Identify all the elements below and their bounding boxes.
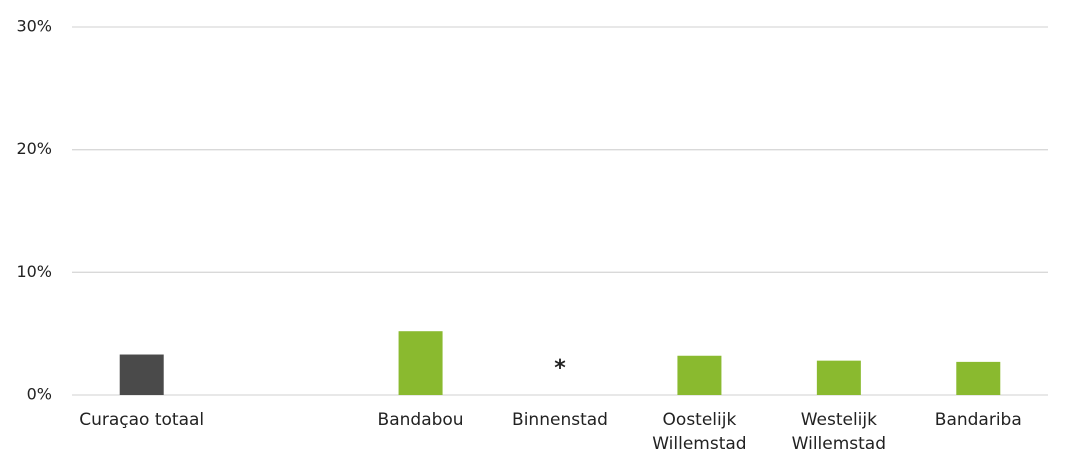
value-label: * [554, 356, 566, 381]
bar [677, 355, 722, 395]
bar [816, 360, 861, 395]
y-tick-label: 20% [16, 139, 52, 158]
y-tick-label: 30% [16, 17, 52, 36]
x-tick-label: Curaçao totaal [79, 410, 205, 430]
bar [398, 331, 443, 395]
x-tick-label: Bandariba [934, 410, 1022, 430]
y-tick-label: 10% [16, 262, 52, 281]
bar [956, 361, 1001, 395]
x-tick-label: Bandabou [377, 410, 464, 430]
x-tick-label: Westelijk Willemstad [791, 410, 887, 454]
y-tick-label: 0% [27, 385, 52, 404]
x-tick-label: Binnenstad [512, 410, 608, 430]
bar [119, 354, 164, 395]
x-tick-label: Oostelijk Willemstad [652, 410, 747, 454]
